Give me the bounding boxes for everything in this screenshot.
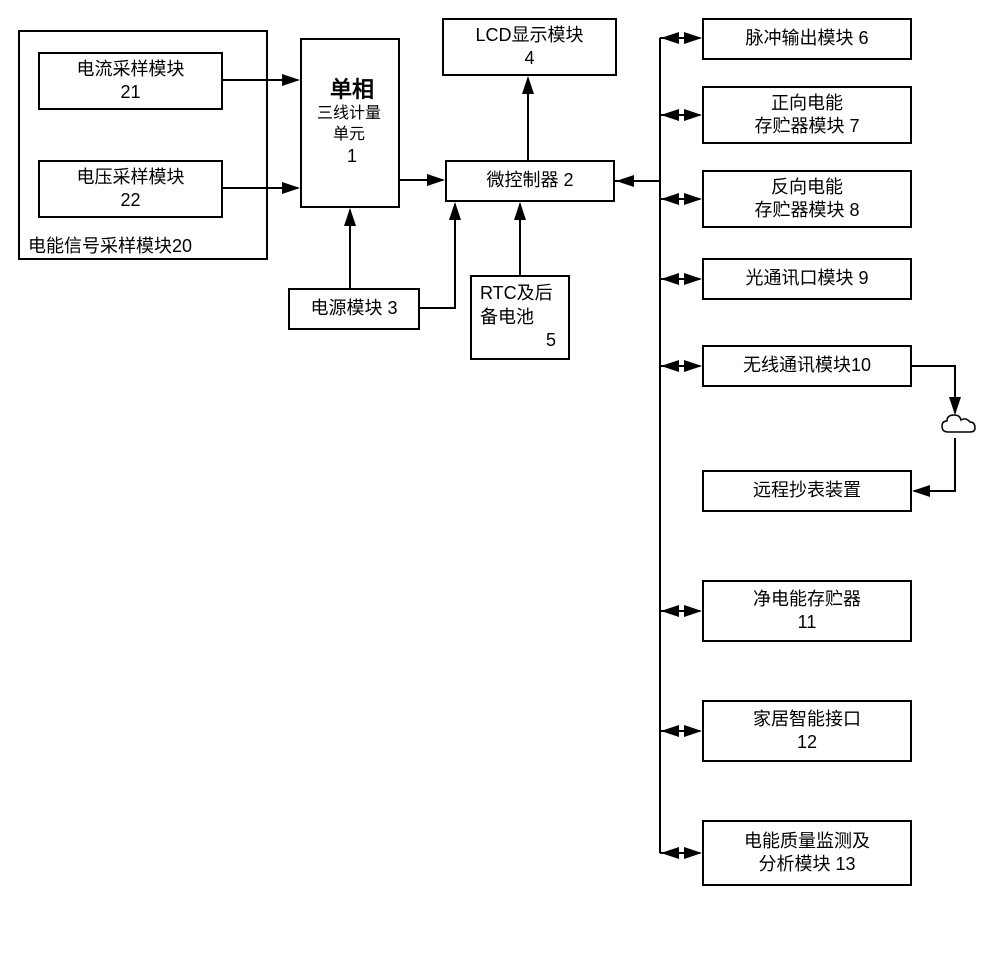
optical-title: 光通讯口模块 9 [745, 267, 868, 290]
wireless-title: 无线通讯模块10 [743, 354, 871, 377]
mcu-block: 微控制器 2 [445, 160, 615, 202]
metering-unit-block: 单相 三线计量单元 1 [300, 38, 400, 208]
metering-unit-sub: 三线计量单元 [314, 104, 384, 146]
pulse-out-block: 脉冲输出模块 6 [702, 18, 912, 60]
net-energy-block: 净电能存贮器 11 [702, 580, 912, 642]
home-interface-title: 家居智能接口 [753, 708, 861, 731]
power-quality-title: 电能质量监测及 [744, 830, 870, 853]
fwd-energy-sub: 存贮器模块 7 [754, 115, 859, 138]
pulse-out-title: 脉冲输出模块 6 [745, 27, 868, 50]
lcd-block: LCD显示模块 4 [442, 18, 617, 76]
fwd-energy-block: 正向电能 存贮器模块 7 [702, 86, 912, 144]
rev-energy-title: 反向电能 [771, 176, 843, 199]
metering-unit-num: 1 [347, 145, 357, 168]
mcu-title: 微控制器 2 [486, 169, 573, 192]
home-interface-num: 12 [797, 731, 817, 754]
net-energy-num: 11 [798, 611, 817, 634]
power-quality-block: 电能质量监测及 分析模块 13 [702, 820, 912, 886]
power-quality-sub: 分析模块 13 [758, 853, 855, 876]
rtc-title: RTC及后备电池 [480, 282, 560, 329]
fwd-energy-title: 正向电能 [771, 92, 843, 115]
rev-energy-sub: 存贮器模块 8 [754, 199, 859, 222]
power-block: 电源模块 3 [288, 288, 420, 330]
current-sample-title: 电流采样模块 [77, 58, 185, 81]
wireless-block: 无线通讯模块10 [702, 345, 912, 387]
net-energy-title: 净电能存贮器 [753, 588, 861, 611]
lcd-num: 4 [524, 47, 534, 70]
metering-unit-title: 单相 [330, 77, 374, 103]
sampling-container-label: 电能信号采样模块20 [28, 232, 192, 258]
voltage-sample-block: 电压采样模块 22 [38, 160, 223, 218]
home-interface-block: 家居智能接口 12 [702, 700, 912, 762]
optical-block: 光通讯口模块 9 [702, 258, 912, 300]
voltage-sample-title: 电压采样模块 [77, 166, 185, 189]
remote-title: 远程抄表装置 [753, 479, 861, 502]
current-sample-block: 电流采样模块 21 [38, 52, 223, 110]
lcd-title: LCD显示模块 [475, 24, 583, 47]
rtc-block: RTC及后备电池 5 [470, 275, 570, 360]
rev-energy-block: 反向电能 存贮器模块 8 [702, 170, 912, 228]
current-sample-num: 21 [120, 81, 140, 104]
rtc-num: 5 [546, 329, 556, 352]
remote-block: 远程抄表装置 [702, 470, 912, 512]
voltage-sample-num: 22 [120, 189, 140, 212]
power-title: 电源模块 3 [310, 297, 397, 320]
cloud-icon [938, 412, 978, 440]
